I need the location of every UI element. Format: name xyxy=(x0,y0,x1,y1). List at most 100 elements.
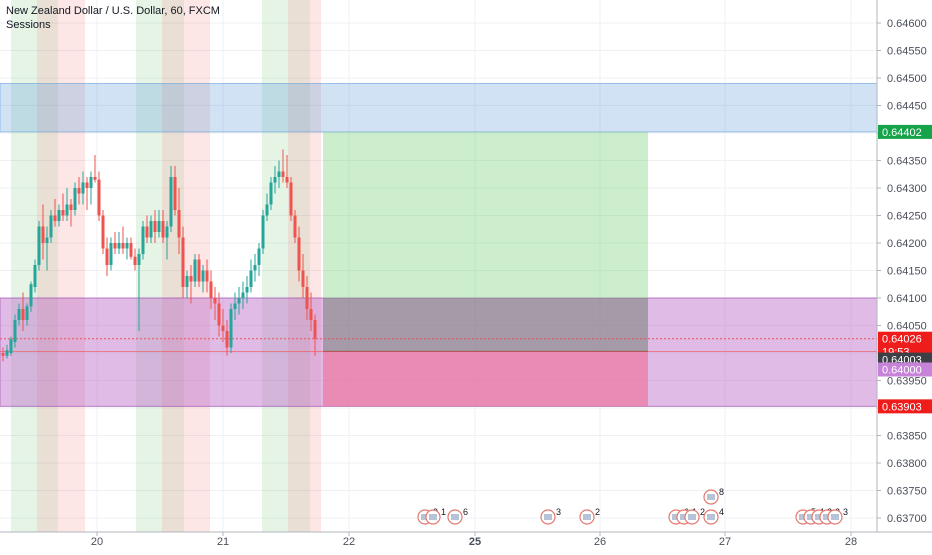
candle-body xyxy=(157,221,161,232)
flag-icon xyxy=(823,514,831,520)
candle-body xyxy=(189,276,193,282)
position-stop-zone[interactable] xyxy=(323,351,648,407)
candle-body xyxy=(169,177,173,227)
price-tick-label: 0.64450 xyxy=(887,101,927,113)
position-gray-zone[interactable] xyxy=(323,298,648,352)
candle-body xyxy=(193,259,197,282)
candle-body xyxy=(145,226,149,238)
session-shading xyxy=(58,0,85,532)
flag-icon xyxy=(429,514,437,520)
candle-body xyxy=(101,215,105,249)
session-shading xyxy=(262,0,288,532)
candle-body xyxy=(65,204,69,216)
candle-body xyxy=(81,182,85,194)
candle-body xyxy=(73,188,77,210)
candle-body xyxy=(273,177,277,183)
candle-body xyxy=(49,215,53,238)
candle-body xyxy=(265,204,269,216)
session-shading xyxy=(162,0,184,532)
price-tick-label: 0.64600 xyxy=(887,18,927,30)
price-tick-label: 0.64550 xyxy=(887,46,927,58)
flag-icon xyxy=(451,514,459,520)
time-tick-label: 21 xyxy=(217,536,229,548)
candle-body xyxy=(297,237,301,271)
candle-body xyxy=(45,237,49,243)
candle-body xyxy=(1,353,5,356)
candle-body xyxy=(121,243,125,249)
candle-body xyxy=(281,171,285,177)
session-shading xyxy=(184,0,210,532)
economic-event-count: 2 xyxy=(700,507,705,517)
time-tick-label: 25 xyxy=(469,536,481,548)
candle-body xyxy=(197,259,201,282)
flag-icon xyxy=(831,514,839,520)
time-tick-label: 27 xyxy=(719,536,731,548)
candle-body xyxy=(149,221,153,238)
candle-body xyxy=(229,309,233,348)
candle-body xyxy=(209,281,213,298)
price-tick-label: 0.64250 xyxy=(887,211,927,223)
candle-body xyxy=(41,226,45,243)
time-tick-label: 20 xyxy=(91,536,103,548)
candle-body xyxy=(5,350,9,356)
candle-body xyxy=(293,215,297,238)
time-tick-label: 26 xyxy=(594,536,606,548)
candle-body xyxy=(221,325,225,331)
price-tick-label: 0.64100 xyxy=(887,293,927,305)
time-axis[interactable] xyxy=(0,532,932,550)
price-tick-label: 0.64150 xyxy=(887,266,927,278)
candle-body xyxy=(9,339,13,353)
flag-icon xyxy=(799,514,807,520)
candle-body xyxy=(185,276,189,287)
chart-legend: New Zealand Dollar / U.S. Dollar, 60, FX… xyxy=(6,4,220,32)
economic-event-count: 2 xyxy=(595,507,600,517)
candle-body xyxy=(285,177,289,183)
candle-body xyxy=(153,221,157,232)
position-target-zone[interactable] xyxy=(323,131,648,298)
candle-body xyxy=(105,248,109,265)
candle-body xyxy=(225,331,229,348)
session-shading xyxy=(11,0,37,532)
candle-body xyxy=(69,204,73,210)
price-axis[interactable] xyxy=(877,0,932,550)
price-label-tag[interactable] xyxy=(878,399,932,414)
candle-body xyxy=(249,270,253,287)
flag-icon xyxy=(583,514,591,520)
price-label-tag[interactable] xyxy=(878,362,932,377)
candle-body xyxy=(89,177,93,188)
price-label-tag[interactable] xyxy=(878,124,932,139)
candle-body xyxy=(113,243,117,249)
resistance-zone[interactable] xyxy=(0,83,878,133)
candle-body xyxy=(53,215,57,221)
price-tick-label: 0.64350 xyxy=(887,156,927,168)
candle-body xyxy=(77,188,81,194)
economic-event-count: 1 xyxy=(441,507,446,517)
economic-event-count: 6 xyxy=(463,507,468,517)
flag-icon xyxy=(680,514,688,520)
flag-icon xyxy=(707,514,715,520)
candle-body xyxy=(25,306,29,320)
candle-body xyxy=(117,243,121,249)
candle-body xyxy=(177,210,181,238)
candle-body xyxy=(17,309,21,320)
candle-body xyxy=(301,270,305,287)
candle-body xyxy=(161,221,165,238)
price-tick-label: 0.64200 xyxy=(887,238,927,250)
price-label-tag[interactable] xyxy=(878,331,932,346)
price-tick-label: 0.63850 xyxy=(887,431,927,443)
candle-body xyxy=(93,177,97,180)
candle-body xyxy=(257,248,261,265)
candle-body xyxy=(269,182,273,205)
flag-icon xyxy=(707,494,715,500)
candle-body xyxy=(173,177,177,210)
candle-body xyxy=(13,320,17,342)
price-tick-label: 0.64300 xyxy=(887,183,927,195)
candle-body xyxy=(129,243,133,257)
candle-body xyxy=(37,226,41,265)
economic-event-count: 4 xyxy=(719,507,724,517)
price-tick-label: 0.63700 xyxy=(887,513,927,525)
price-label-text: 0.64026 xyxy=(882,334,922,346)
price-label-text: 0.64402 xyxy=(882,127,922,139)
